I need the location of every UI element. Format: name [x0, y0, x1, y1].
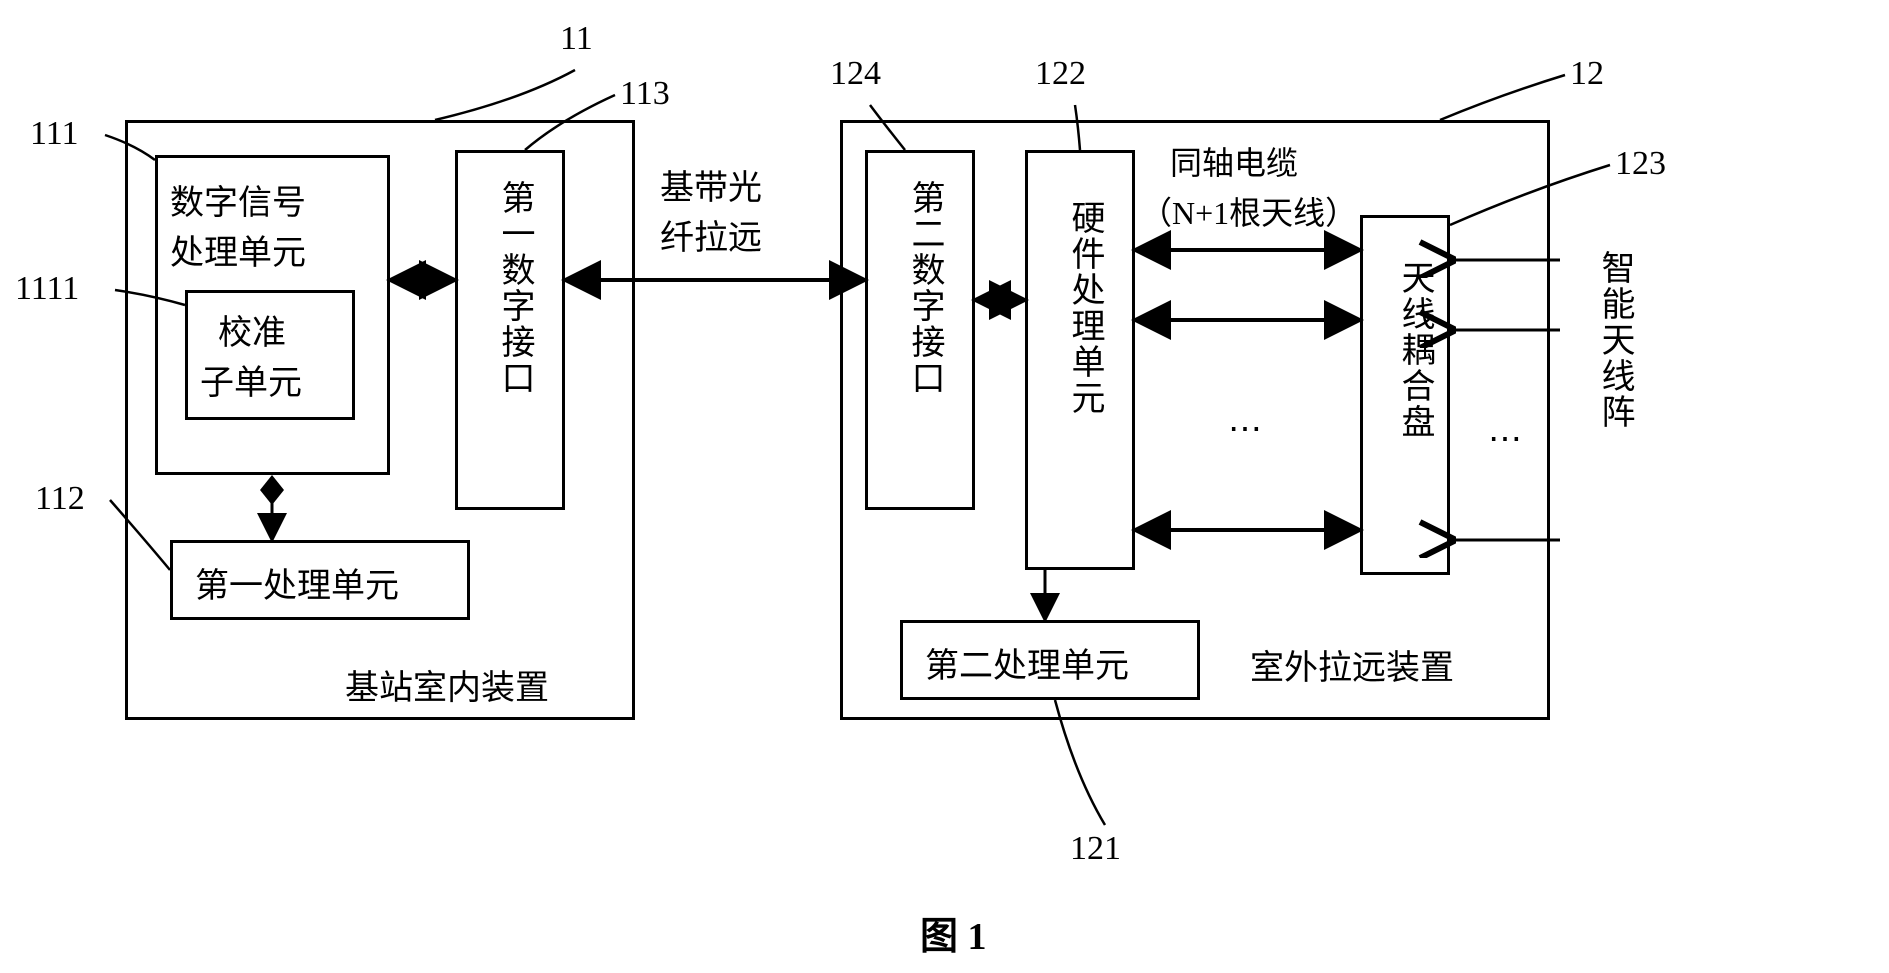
- smart-ant-4: 线: [1596, 358, 1633, 394]
- smart-ant-2: 能: [1596, 286, 1633, 322]
- leader-num-113: 113: [620, 75, 670, 113]
- calibration-label-2: 子单元: [200, 355, 302, 404]
- diagram-canvas: 基站室内装置 数字信号 处理单元 校准 子单元 第一处理单元 第一数字接口 室外…: [0, 0, 1889, 973]
- leader-num-111: 111: [30, 115, 78, 153]
- second-proc-label: 第二处理单元: [925, 638, 1129, 687]
- leader-num-122: 122: [1035, 55, 1086, 93]
- dsp-label-line1: 数字信号: [170, 175, 306, 224]
- smart-ant-3: 天: [1596, 322, 1633, 358]
- hw-proc-label: 硬件处理单元: [1060, 200, 1109, 416]
- coax-label-1: 同轴电缆: [1170, 138, 1298, 184]
- first-iface-label: 第一数字接口: [490, 180, 539, 396]
- fiber-label-2: 纤拉远: [660, 210, 762, 259]
- figure-caption: 图 1: [920, 905, 987, 960]
- calibration-label-1: 校准: [218, 305, 286, 354]
- first-proc-label: 第一处理单元: [195, 558, 399, 607]
- dsp-label-line2: 处理单元: [170, 225, 306, 274]
- second-iface-label: 第二数字接口: [900, 180, 949, 396]
- smart-antenna-label: 智能天线阵: [1590, 250, 1639, 430]
- leader-num-121: 121: [1070, 830, 1121, 868]
- leader-12: [1440, 75, 1565, 120]
- leader-num-124: 124: [830, 55, 881, 93]
- leader-num-1111: 1111: [15, 270, 79, 308]
- right-container-label: 室外拉远装置: [1250, 640, 1454, 689]
- smart-ant-5: 阵: [1596, 394, 1633, 430]
- leader-num-123: 123: [1615, 145, 1666, 183]
- left-container-label: 基站室内装置: [345, 660, 549, 709]
- leader-num-12: 12: [1570, 55, 1604, 93]
- smart-ant-1: 智: [1596, 250, 1633, 286]
- fiber-label-1: 基带光: [660, 160, 762, 209]
- ant-coupling-label: 天线耦合盘: [1390, 260, 1439, 440]
- coax-label-2: （N+1根天线）: [1140, 188, 1357, 234]
- leader-num-112: 112: [35, 480, 85, 518]
- leader-num-11: 11: [560, 20, 593, 58]
- leader-11: [435, 70, 575, 120]
